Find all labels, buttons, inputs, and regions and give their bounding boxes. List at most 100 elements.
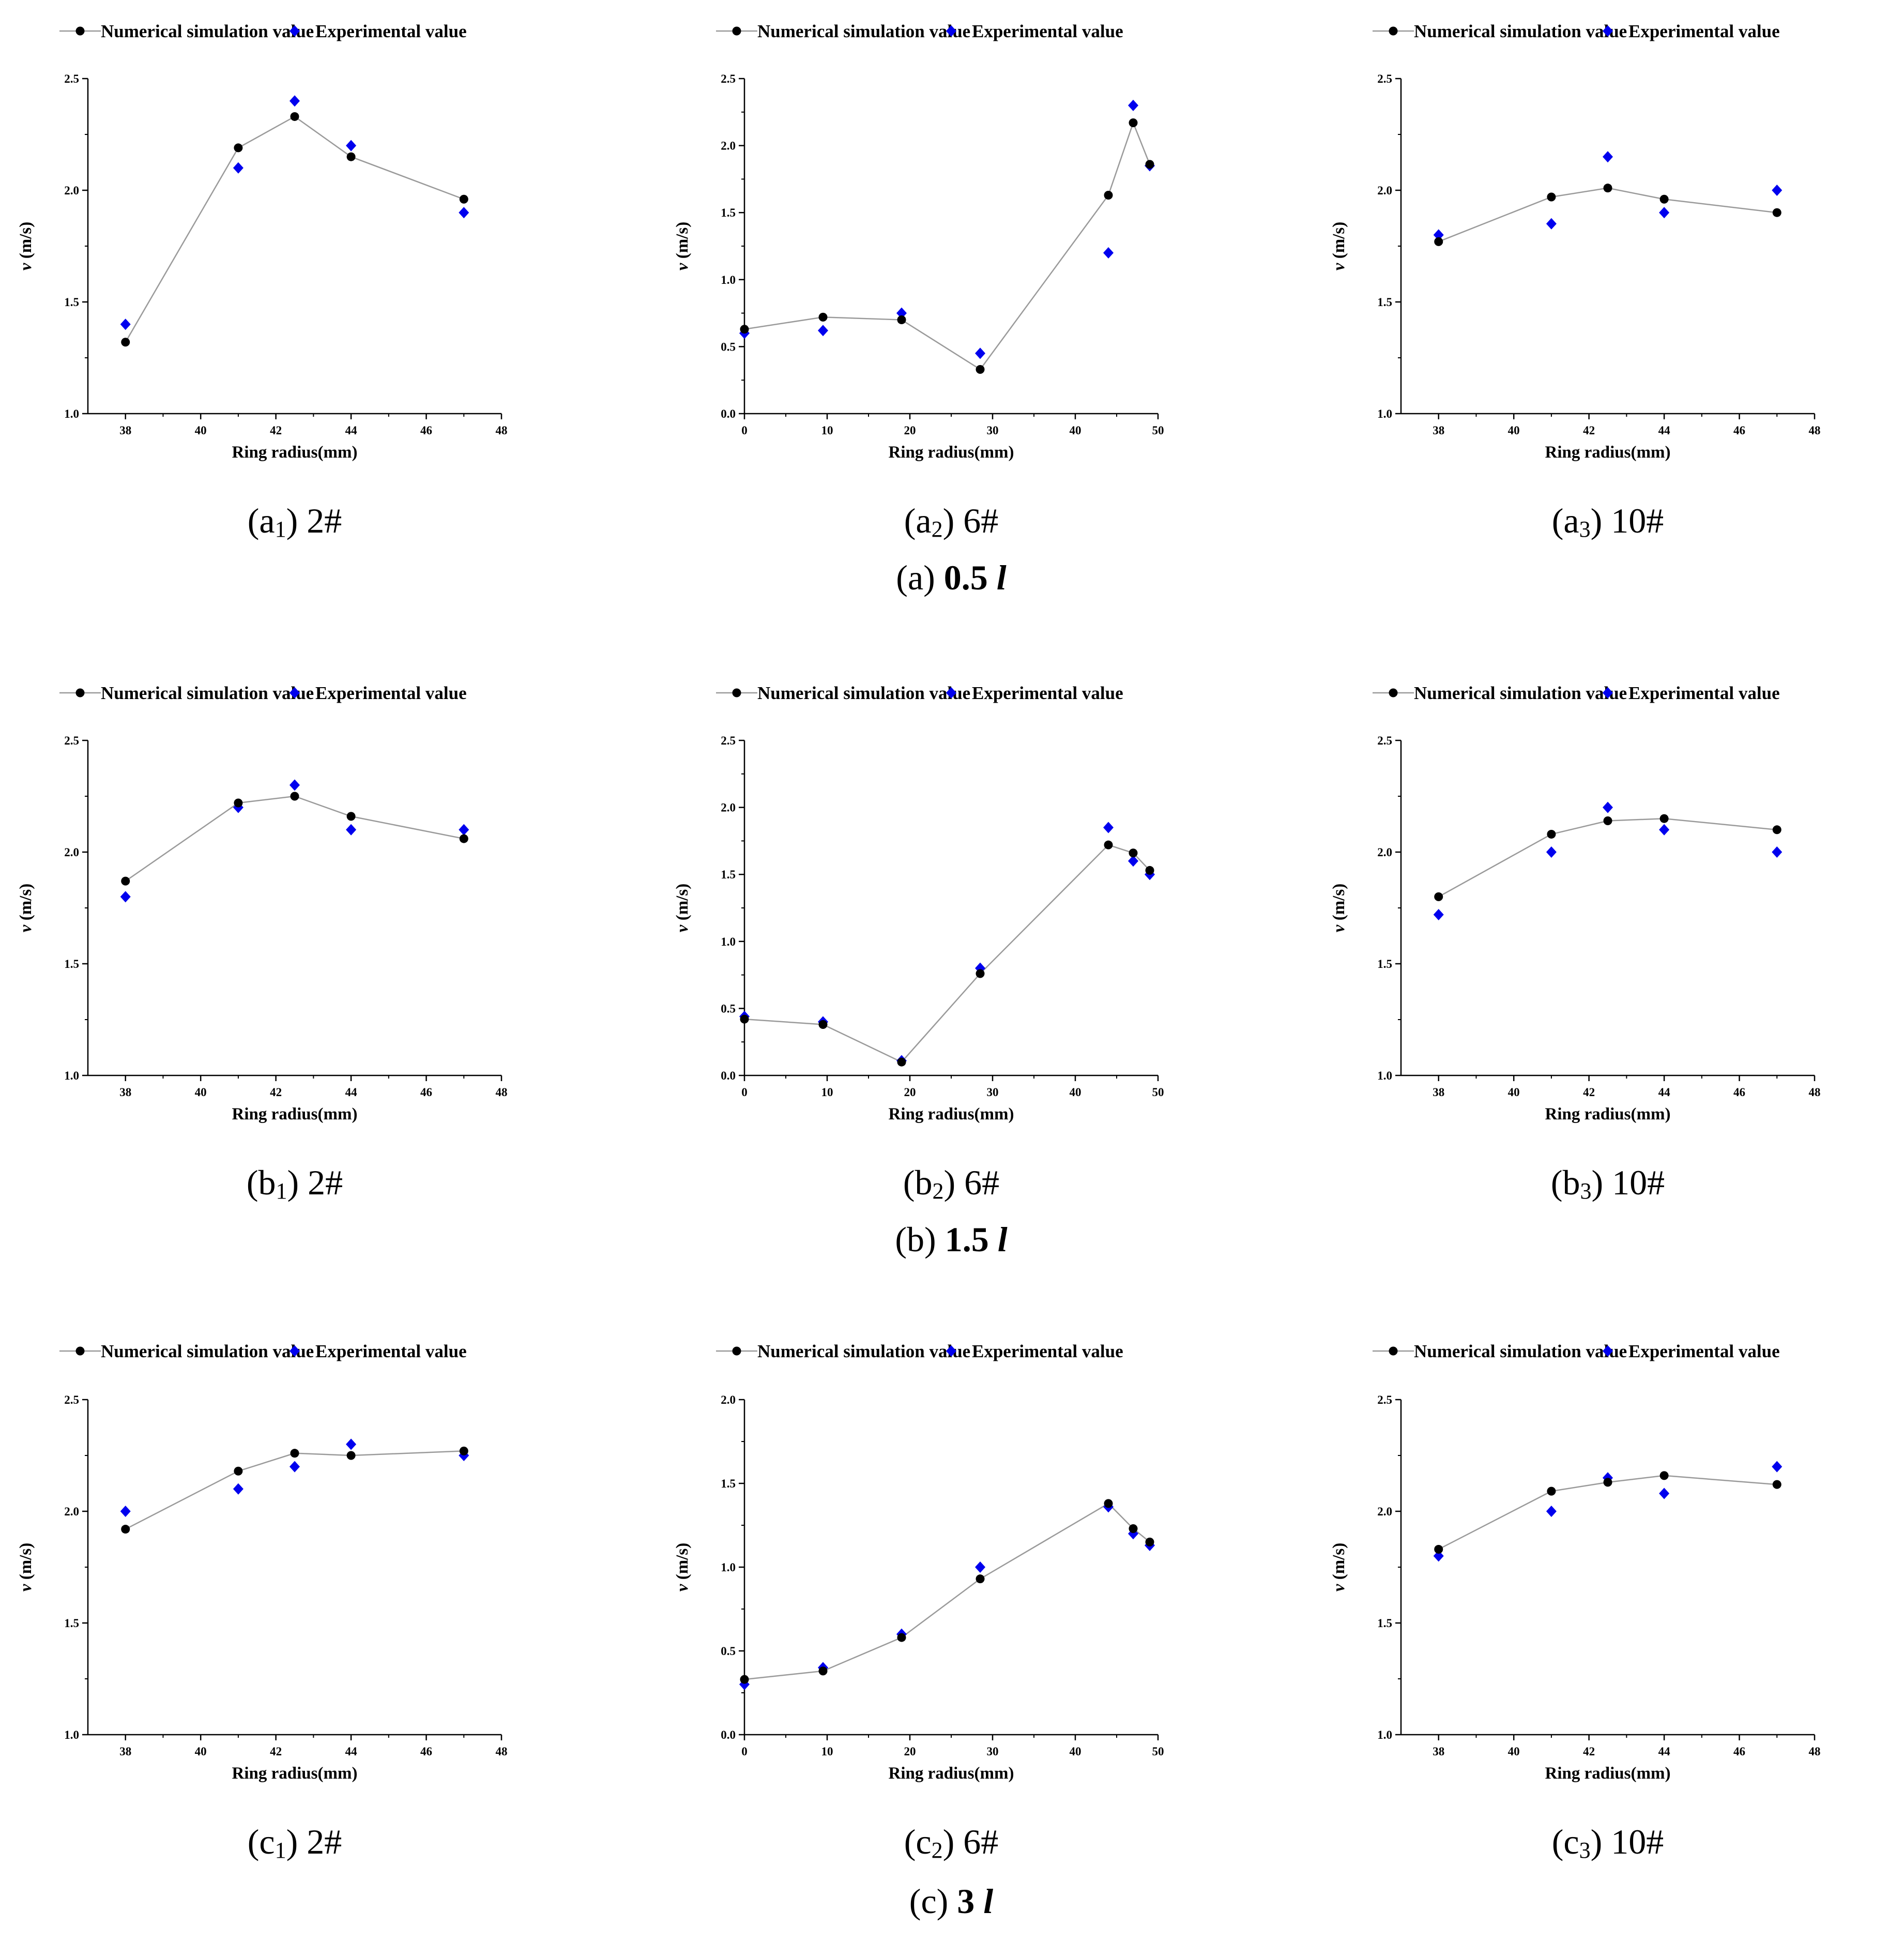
- y-tick-label: 1.5: [721, 1477, 736, 1490]
- panel-caption-c1: (c1) 2#: [248, 1822, 342, 1863]
- group-caption-space: [935, 558, 944, 597]
- panel-caption-tail: ) 6#: [943, 1822, 999, 1861]
- y-axis-title-symbol: v: [1330, 924, 1348, 932]
- data-point-experimental: [975, 1561, 985, 1573]
- data-point-numerical: [740, 1014, 749, 1024]
- y-tick-label: 2.5: [1377, 72, 1392, 85]
- data-point-numerical: [121, 876, 130, 886]
- y-tick-label: 0.0: [721, 407, 736, 420]
- data-point-experimental: [1772, 1461, 1783, 1473]
- y-axis-title: v (m/s): [673, 222, 692, 270]
- panel-caption-tail: ) 2#: [287, 1163, 343, 1202]
- legend-label-numerical: Numerical simulation value: [101, 683, 314, 703]
- panel-caption-letter: (a: [904, 501, 932, 540]
- group-caption-value: 0.5: [944, 558, 988, 597]
- legend-marker-experimental: [1603, 687, 1613, 699]
- data-point-numerical: [346, 812, 356, 821]
- x-tick-label: 0: [741, 1086, 748, 1099]
- data-point-numerical: [976, 365, 985, 374]
- x-tick-label: 40: [195, 1745, 207, 1758]
- data-point-numerical: [1129, 848, 1138, 858]
- legend-label-numerical: Numerical simulation value: [757, 683, 970, 703]
- data-point-numerical: [818, 1020, 828, 1029]
- chart-panel-c1: Numerical simulation value Experimental v…: [17, 1341, 508, 1863]
- legend-marker-experimental: [946, 687, 956, 699]
- data-point-numerical: [1603, 1478, 1612, 1487]
- y-axis-title: v (m/s): [1330, 1543, 1348, 1591]
- y-tick-label: 2.5: [64, 1393, 79, 1406]
- data-point-numerical: [1145, 160, 1154, 169]
- legend-marker-numerical: [732, 1346, 741, 1356]
- data-point-numerical: [1145, 866, 1154, 875]
- y-tick-label: 1.0: [721, 274, 736, 286]
- y-axis-title-unit: (m/s): [1330, 884, 1348, 925]
- legend-label-experimental: Experimental value: [972, 1341, 1123, 1361]
- panel-caption-letter: (b: [1551, 1163, 1580, 1202]
- y-tick-label: 1.5: [64, 958, 79, 970]
- x-tick-label: 44: [1658, 1745, 1671, 1758]
- y-axis-title-unit: (m/s): [1330, 222, 1348, 263]
- y-axis-title-unit: (m/s): [17, 222, 35, 263]
- data-point-experimental: [1546, 846, 1557, 858]
- x-tick-label: 48: [1809, 1086, 1821, 1099]
- x-tick-label: 46: [1733, 1086, 1745, 1099]
- data-point-numerical: [1659, 1471, 1669, 1480]
- x-tick-label: 0: [741, 1745, 748, 1758]
- legend-marker-experimental: [290, 1345, 300, 1357]
- y-axis-title-unit: (m/s): [17, 1543, 35, 1584]
- series-line-numerical: [125, 115, 464, 343]
- y-axis-title: v (m/s): [1330, 884, 1348, 932]
- x-tick-label: 44: [345, 424, 358, 437]
- y-axis-title-symbol: v: [673, 263, 692, 270]
- x-axis-title: Ring radius(mm): [232, 443, 358, 462]
- data-point-numerical: [1145, 1537, 1154, 1546]
- data-point-experimental: [120, 318, 131, 330]
- group-caption-value: 1.5: [945, 1220, 989, 1259]
- x-tick-label: 50: [1152, 1745, 1164, 1758]
- panel-caption-a3: (a3) 10#: [1552, 501, 1664, 542]
- data-point-numerical: [290, 792, 299, 801]
- data-point-experimental: [1772, 185, 1783, 196]
- data-point-experimental: [1659, 1488, 1670, 1499]
- data-point-experimental: [346, 824, 357, 836]
- x-tick-label: 48: [496, 424, 508, 437]
- data-point-numerical: [1129, 118, 1138, 128]
- y-axis-title-unit: (m/s): [673, 1543, 692, 1584]
- group-caption-letter: (a): [896, 558, 935, 597]
- y-tick-label: 1.5: [64, 1617, 79, 1630]
- data-point-experimental: [1659, 207, 1670, 219]
- x-tick-label: 42: [270, 1086, 282, 1099]
- data-point-experimental: [290, 779, 300, 791]
- data-point-numerical: [1547, 1486, 1556, 1496]
- x-tick-label: 42: [1583, 1745, 1595, 1758]
- panel-caption-letter: (c: [248, 1822, 275, 1861]
- data-point-numerical: [234, 143, 243, 153]
- x-tick-label: 44: [345, 1086, 358, 1099]
- legend-a1: Numerical simulation value Experimental v…: [59, 21, 467, 41]
- panel-caption-letter: (b: [903, 1163, 933, 1202]
- y-axis-title: v (m/s): [673, 884, 692, 932]
- series-line-numerical: [744, 120, 1151, 371]
- x-tick-label: 20: [904, 1745, 916, 1758]
- data-point-numerical: [740, 325, 749, 334]
- y-tick-label: 0.0: [721, 1069, 736, 1082]
- legend-marker-experimental: [290, 25, 300, 37]
- group-caption-unit: l: [997, 558, 1007, 597]
- x-axis-title: Ring radius(mm): [1545, 1764, 1671, 1783]
- y-tick-label: 1.0: [721, 1561, 736, 1574]
- data-point-numerical: [1104, 1499, 1113, 1508]
- data-point-numerical: [740, 1675, 749, 1684]
- y-tick-label: 0.5: [721, 340, 736, 353]
- data-point-numerical: [290, 112, 299, 121]
- group-caption-value: 3: [957, 1882, 974, 1921]
- panel-caption-letter: (c: [1552, 1822, 1579, 1861]
- panel-caption-c2: (c2) 6#: [904, 1822, 998, 1863]
- x-tick-label: 48: [496, 1086, 508, 1099]
- data-point-numerical: [121, 338, 130, 347]
- group-caption: (c) 3 l: [909, 1882, 993, 1921]
- panel-caption-tail: ) 2#: [286, 501, 342, 540]
- data-point-numerical: [818, 312, 828, 322]
- panel-caption-tail: ) 2#: [286, 1822, 342, 1861]
- panel-caption-b2: (b2) 6#: [903, 1163, 999, 1204]
- y-axis-title: v (m/s): [17, 1543, 35, 1591]
